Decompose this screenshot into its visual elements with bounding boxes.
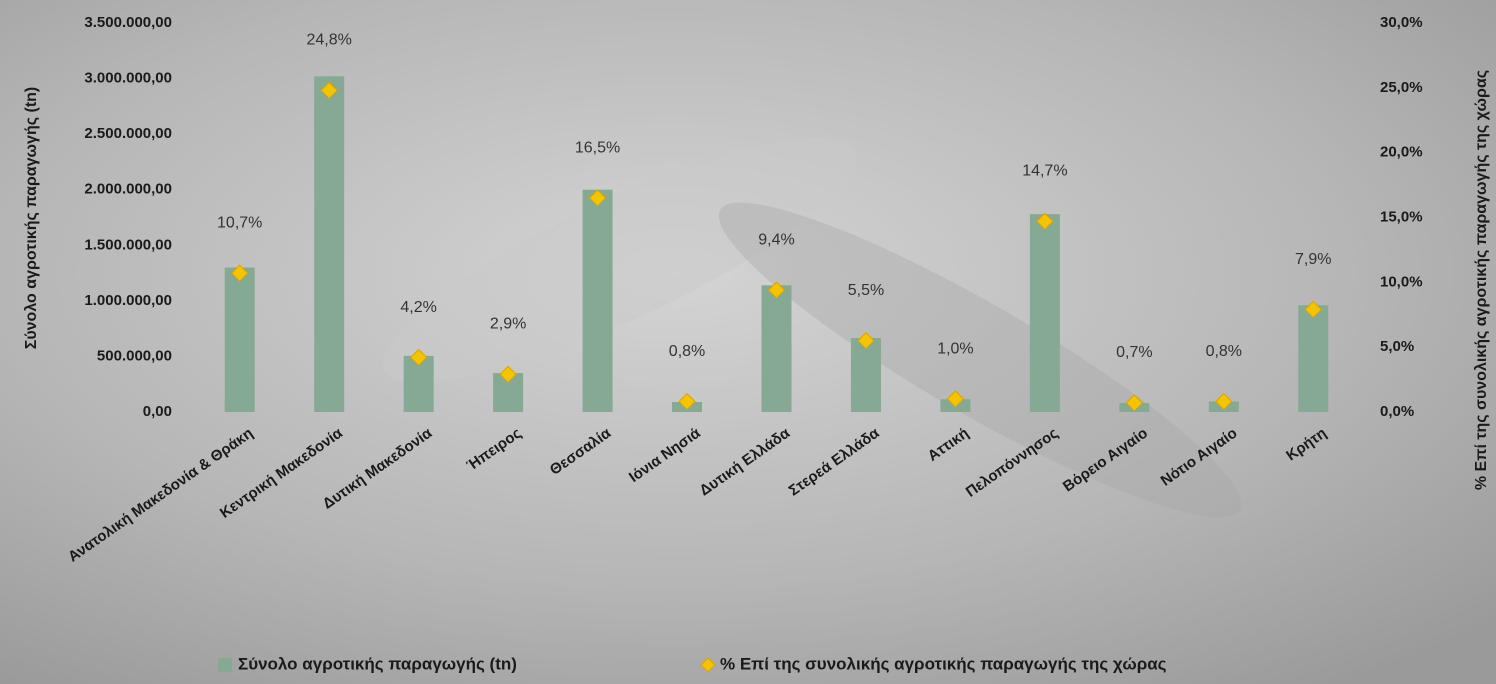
- value-label: 1,0%: [937, 340, 973, 357]
- value-label: 0,8%: [1206, 343, 1242, 360]
- value-label: 5,5%: [848, 282, 884, 299]
- y-tick-label: 1.500.000,00: [84, 236, 172, 253]
- value-label: 2,9%: [490, 316, 526, 333]
- y2-tick-label: 15,0%: [1380, 208, 1423, 225]
- bar: [762, 285, 792, 412]
- y-tick-label: 3.500.000,00: [84, 14, 172, 31]
- y2-tick-label: 0,0%: [1380, 403, 1414, 420]
- y2-axis-title: % Επί της συνολικής αγροτικής παραγωγής …: [1473, 70, 1490, 490]
- bar: [1030, 214, 1060, 412]
- y-tick-label: 500.000,00: [97, 347, 172, 364]
- bar: [583, 190, 613, 412]
- y2-tick-label: 30,0%: [1380, 14, 1423, 31]
- value-label: 0,8%: [669, 343, 705, 360]
- value-label: 16,5%: [575, 139, 620, 156]
- bar: [225, 268, 255, 412]
- value-label: 7,9%: [1295, 251, 1331, 268]
- legend-label: % Επί της συνολικής αγροτικής παραγωγής …: [720, 654, 1167, 673]
- chart: Σύνολο αγροτικής παραγωγής (tn) % Επί τη…: [0, 0, 1496, 684]
- legend-swatch: [218, 658, 232, 672]
- value-label: 24,8%: [307, 32, 352, 49]
- y2-tick-label: 20,0%: [1380, 144, 1423, 161]
- y-tick-label: 2.500.000,00: [84, 125, 172, 142]
- y-tick-label: 0,00: [143, 403, 172, 420]
- bar: [314, 76, 344, 412]
- y2-tick-label: 5,0%: [1380, 338, 1414, 355]
- y-tick-label: 2.000.000,00: [84, 181, 172, 198]
- value-label: 10,7%: [217, 214, 262, 231]
- value-label: 0,7%: [1116, 344, 1152, 361]
- y2-tick-label: 10,0%: [1380, 273, 1423, 290]
- y-axis-title: Σύνολο αγροτικής παραγωγής (tn): [23, 87, 40, 350]
- y-tick-label: 1.000.000,00: [84, 292, 172, 309]
- legend-label: Σύνολο αγροτικής παραγωγής (tn): [238, 654, 517, 673]
- value-label: 14,7%: [1022, 163, 1067, 180]
- background: [0, 0, 1496, 684]
- value-label: 4,2%: [400, 299, 436, 316]
- y2-tick-label: 25,0%: [1380, 79, 1423, 96]
- bar: [1298, 305, 1328, 412]
- y-tick-label: 3.000.000,00: [84, 70, 172, 87]
- value-label: 9,4%: [758, 231, 794, 248]
